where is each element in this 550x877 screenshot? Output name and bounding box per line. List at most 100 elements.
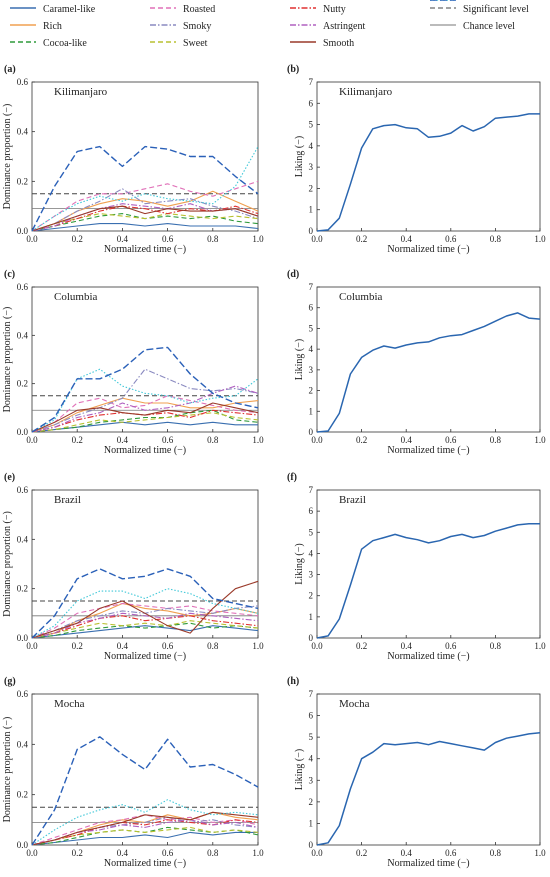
- y-tick-label: 5: [309, 323, 314, 333]
- plot-frame: [316, 489, 541, 639]
- y-tick-label: 5: [309, 120, 314, 130]
- y-tick-label: 0.4: [17, 330, 29, 340]
- y-axis-label: Liking (−): [294, 339, 305, 380]
- panel-label: (h): [287, 676, 299, 687]
- y-tick-label: 0: [309, 226, 314, 236]
- x-tick-label: 0.4: [401, 641, 413, 651]
- legend-label-chance-level: Chance level: [463, 21, 515, 32]
- x-axis-label: Normalized time (−): [104, 244, 186, 255]
- series-line-smooth: [31, 580, 259, 639]
- panel-title: Kilimanjaro: [339, 86, 393, 98]
- legend-label-cocoa-like: Cocoa-like: [43, 38, 87, 49]
- x-tick-label: 0.4: [117, 848, 129, 858]
- series-line-sweet: [31, 620, 259, 639]
- x-tick-label: 0.2: [72, 848, 83, 858]
- series-line-smoky: [31, 368, 259, 433]
- plot-frame: [31, 286, 259, 433]
- series-line-rich: [31, 190, 259, 232]
- legend-label-roasted: Roasted: [183, 4, 215, 15]
- legend-item-bitter: Bitter: [430, 0, 486, 3]
- panel-label: (e): [4, 472, 15, 483]
- x-tick-label: 0.0: [311, 641, 323, 651]
- x-tick-label: 0.8: [490, 234, 502, 244]
- x-tick-label: 0.4: [401, 848, 413, 858]
- y-tick-label: 0.2: [17, 584, 28, 594]
- series-line-astringent: [31, 385, 259, 433]
- legend-item-astringent: Astringent: [290, 21, 365, 32]
- y-tick-label: 0.4: [17, 127, 29, 137]
- x-axis-label: Normalized time (−): [104, 651, 186, 662]
- legend-label-astringent: Astringent: [323, 21, 365, 32]
- x-tick-label: 0.4: [117, 234, 129, 244]
- x-tick-label: 0.6: [445, 848, 457, 858]
- y-tick-label: 2: [309, 591, 314, 601]
- x-tick-label: 0.8: [490, 848, 502, 858]
- chart-panel-h-mocha: 0 1 2 3 4 5 6 7 0.0 0.2 0.4 0.6 0.8 1.0 Normalized tim…: [287, 676, 546, 869]
- series-line-sour: [31, 736, 259, 846]
- series-line-sour: [31, 568, 259, 639]
- legend-label-nutty: Nutty: [323, 4, 346, 15]
- series-line-sweet: [31, 826, 259, 846]
- series-line-roasted: [31, 180, 259, 232]
- series-line-smooth: [31, 402, 259, 433]
- x-tick-label: 0.0: [26, 848, 38, 858]
- y-tick-label: 0.6: [17, 77, 29, 87]
- y-tick-label: 4: [309, 754, 314, 764]
- panel-title: Mocha: [339, 698, 370, 710]
- x-tick-label: 0.2: [356, 234, 367, 244]
- x-tick-label: 0.4: [401, 234, 413, 244]
- x-axis-label: Normalized time (−): [104, 445, 186, 456]
- series-line-cocoa-like: [31, 409, 259, 433]
- x-tick-label: 0.4: [401, 435, 413, 445]
- y-tick-label: 4: [309, 141, 314, 151]
- y-tick-label: 5: [309, 732, 314, 742]
- y-tick-label: 3: [309, 365, 314, 375]
- series-line-smooth: [31, 205, 259, 232]
- y-tick-label: 6: [309, 506, 314, 516]
- series-line-caramel-like: [31, 831, 258, 846]
- legend-item-smooth: Smooth: [290, 38, 354, 49]
- x-tick-label: 0.0: [26, 641, 38, 651]
- y-tick-label: 0.6: [17, 485, 29, 495]
- legend-label-sweet: Sweet: [183, 38, 208, 49]
- panel-label: (d): [287, 269, 299, 280]
- legend-item-sweet: Sweet: [150, 38, 208, 49]
- y-tick-label: 0.0: [17, 840, 29, 850]
- y-tick-label: 7: [309, 77, 314, 87]
- y-axis-label: Dominance proportion (−): [2, 511, 13, 617]
- x-tick-label: 0.0: [26, 234, 38, 244]
- series-line-sour: [31, 145, 259, 232]
- panel-label: (f): [287, 472, 297, 483]
- y-tick-label: 3: [309, 570, 314, 580]
- y-tick-label: 0.6: [17, 689, 29, 699]
- x-tick-label: 0.8: [207, 234, 219, 244]
- y-tick-label: 0.4: [17, 534, 29, 544]
- y-axis-label: Liking (−): [294, 136, 305, 177]
- series-line-sweet: [31, 412, 259, 433]
- x-tick-label: 0.6: [162, 435, 174, 445]
- panel-label: (a): [4, 64, 16, 75]
- x-tick-label: 0.8: [207, 435, 219, 445]
- y-tick-label: 3: [309, 162, 314, 172]
- x-axis-label: Normalized time (−): [387, 651, 469, 662]
- y-tick-label: 2: [309, 386, 314, 396]
- legend-label-significant-level: Significant level: [463, 4, 529, 15]
- y-axis-label: Liking (−): [294, 543, 305, 584]
- x-tick-label: 0.2: [356, 641, 367, 651]
- legend-item-roasted: Roasted: [150, 4, 215, 15]
- legend-item-smoky: Smoky: [150, 21, 211, 32]
- series-line-cocoa-like: [31, 622, 259, 639]
- plot-frame: [31, 489, 259, 639]
- legend-item-chance-level: Chance level: [430, 21, 515, 32]
- x-tick-label: 0.0: [311, 234, 323, 244]
- x-tick-label: 0.8: [207, 641, 219, 651]
- legend-label-bitter: Bitter: [463, 0, 486, 3]
- series-line-caramel-like: [31, 625, 259, 639]
- y-tick-label: 7: [309, 485, 314, 495]
- series-line-nutty: [31, 615, 259, 639]
- x-tick-label: 0.6: [162, 641, 174, 651]
- y-tick-label: 4: [309, 548, 314, 558]
- x-tick-label: 0.6: [445, 435, 457, 445]
- x-tick-label: 1.0: [252, 848, 264, 858]
